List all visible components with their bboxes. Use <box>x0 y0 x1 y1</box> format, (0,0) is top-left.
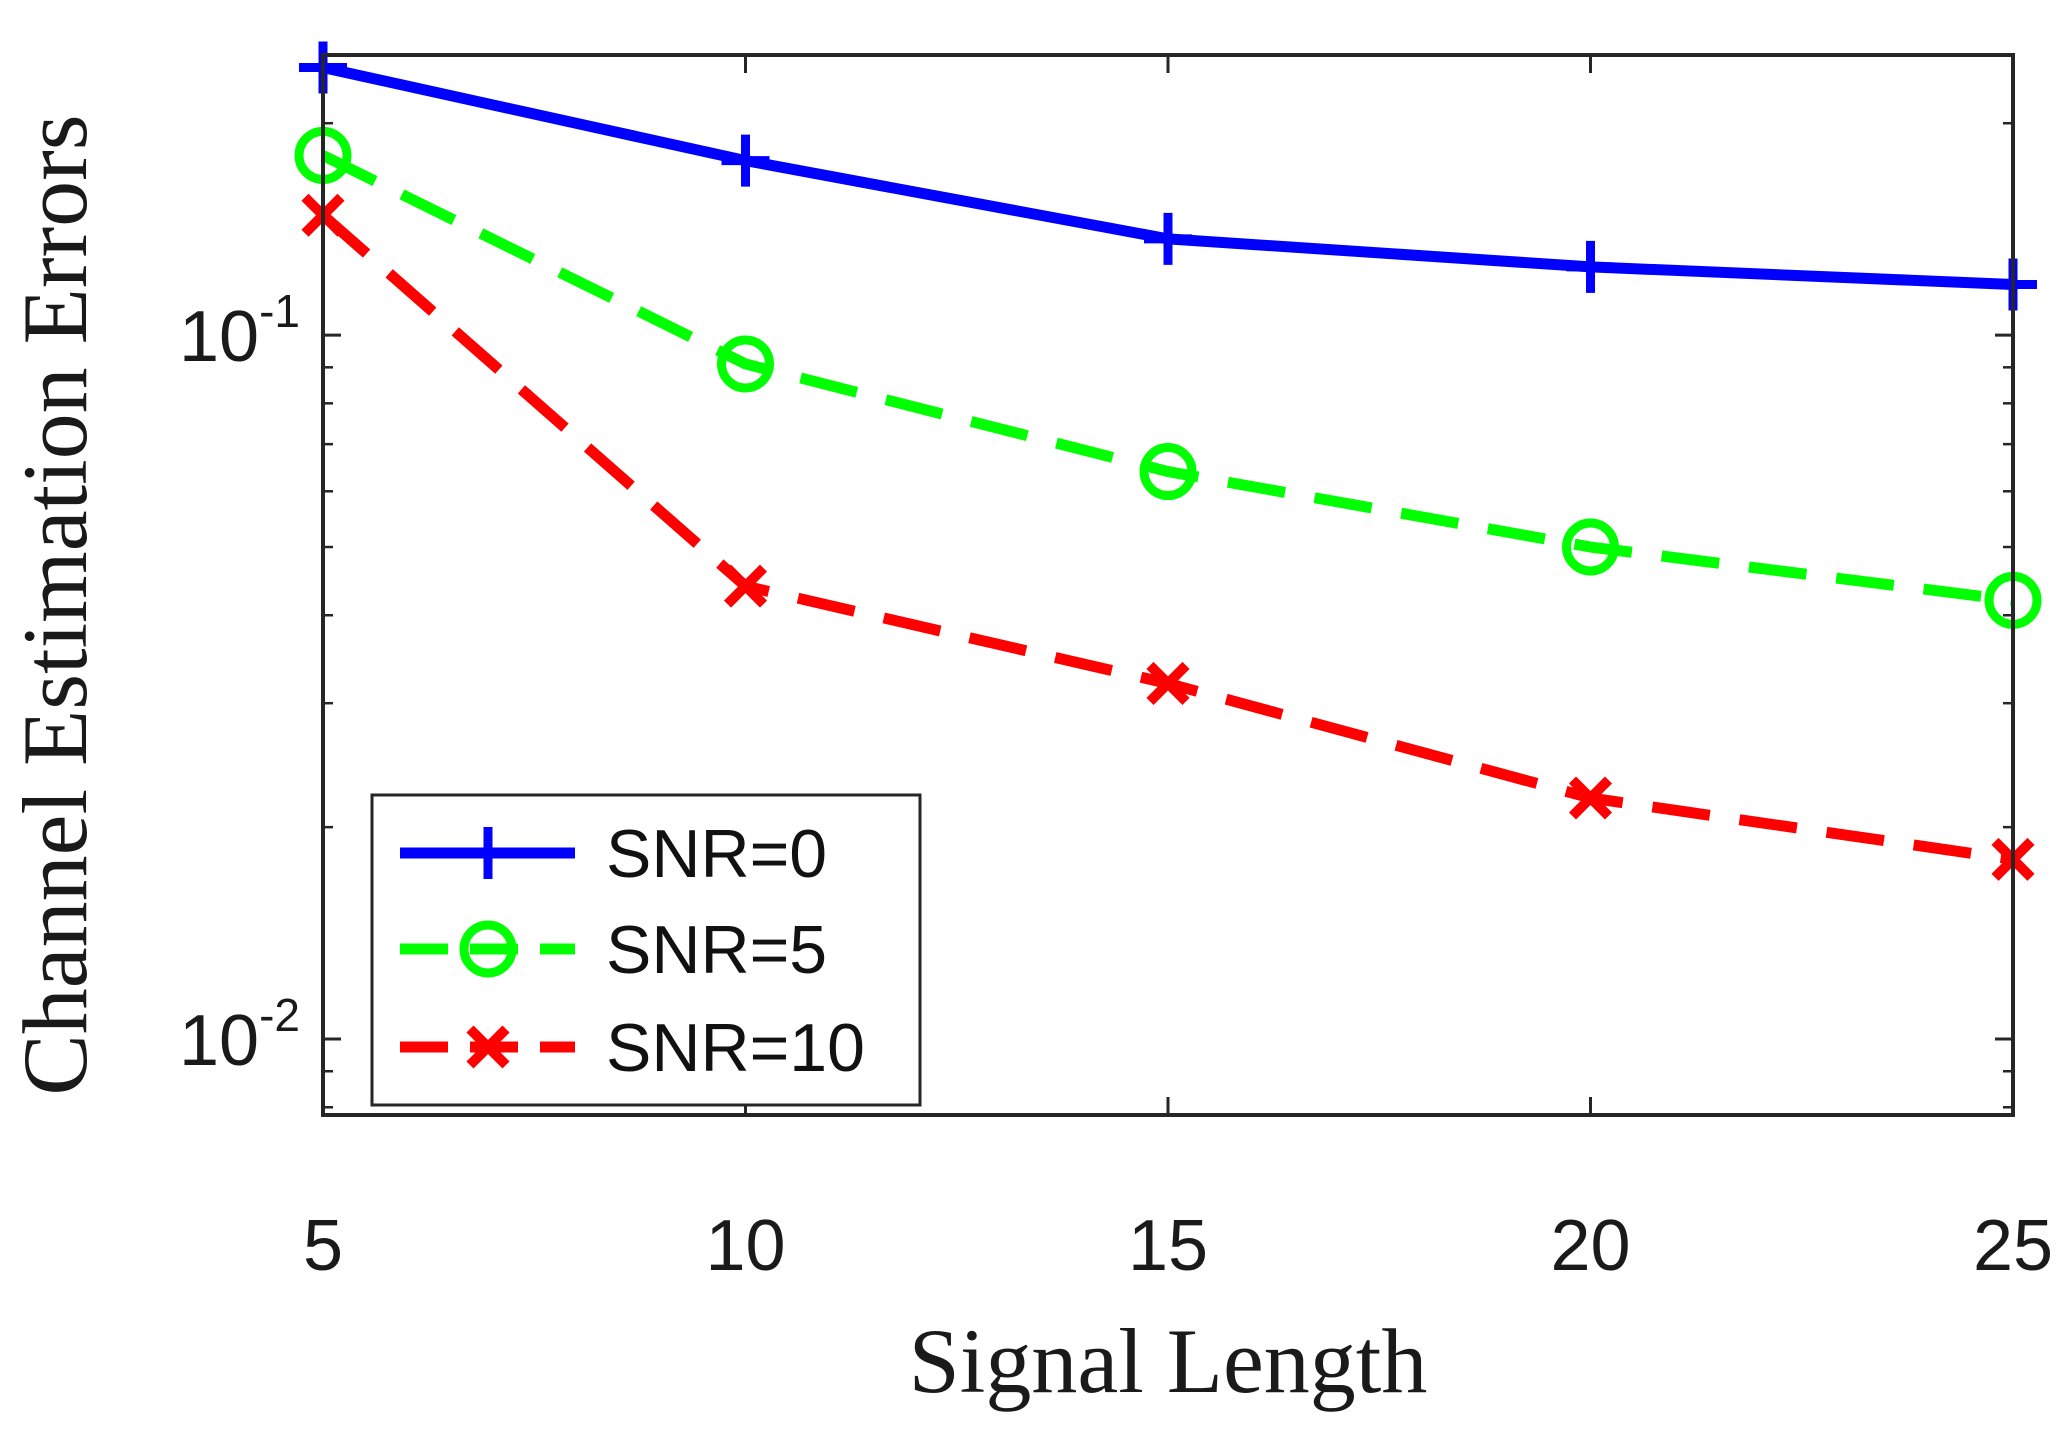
legend: SNR=0 SNR=5 SNR=10 <box>370 793 922 1107</box>
x-ticks: 5 10 15 20 25 <box>303 55 2053 1286</box>
x-tick-label: 15 <box>1128 1206 1208 1286</box>
data-point-snr-10 <box>723 564 768 608</box>
series-layer <box>294 41 2042 881</box>
legend-label: SNR=5 <box>606 912 827 988</box>
x-tick-label: 5 <box>303 1206 343 1286</box>
marker-ring <box>1139 443 1197 501</box>
y-tick-label-base: 10 <box>179 297 259 377</box>
marker-bar <box>723 564 768 608</box>
y-tick-label: 10-1 <box>179 285 300 377</box>
data-point-snr-0 <box>721 134 770 187</box>
legend-label: SNR=0 <box>606 816 827 892</box>
y-axis-title: Channel Estimation Errors <box>4 114 106 1095</box>
marker-ring <box>717 335 774 393</box>
legend-marker <box>466 1025 510 1069</box>
data-point-snr-10 <box>1146 661 1190 705</box>
marker-bar <box>466 1025 510 1069</box>
data-point-snr-0 <box>1144 212 1192 265</box>
y-tick-label-exponent: -1 <box>259 285 300 337</box>
y-tick-label-exponent: -2 <box>259 989 300 1041</box>
legend-label: SNR=10 <box>606 1010 865 1086</box>
x-tick-label: 10 <box>705 1206 785 1286</box>
marker-bar <box>1146 661 1190 705</box>
y-tick-label: 10-2 <box>179 989 300 1081</box>
x-tick-label: 25 <box>1973 1206 2053 1286</box>
x-axis-title: Signal Length <box>909 1310 1428 1412</box>
legend-entries: SNR=0 SNR=5 SNR=10 <box>400 816 865 1086</box>
data-point-snr-5 <box>1562 518 1619 576</box>
series-line-snr-10 <box>319 211 2014 865</box>
marker-ring <box>1562 518 1619 576</box>
series-line-snr-5 <box>320 150 2014 606</box>
marker-ring <box>459 920 517 978</box>
data-point-snr-5 <box>717 335 774 393</box>
data-point-snr-10 <box>1568 776 1613 820</box>
x-tick-label: 20 <box>1550 1206 1630 1286</box>
marker-bar <box>1568 776 1613 820</box>
legend-marker <box>464 827 512 879</box>
data-point-snr-5 <box>1139 443 1197 501</box>
y-tick-label-base: 10 <box>179 1001 259 1081</box>
y-ticks: 10-110-2 <box>179 285 2013 1081</box>
data-point-snr-0 <box>1566 240 1615 293</box>
legend-marker <box>459 920 517 978</box>
